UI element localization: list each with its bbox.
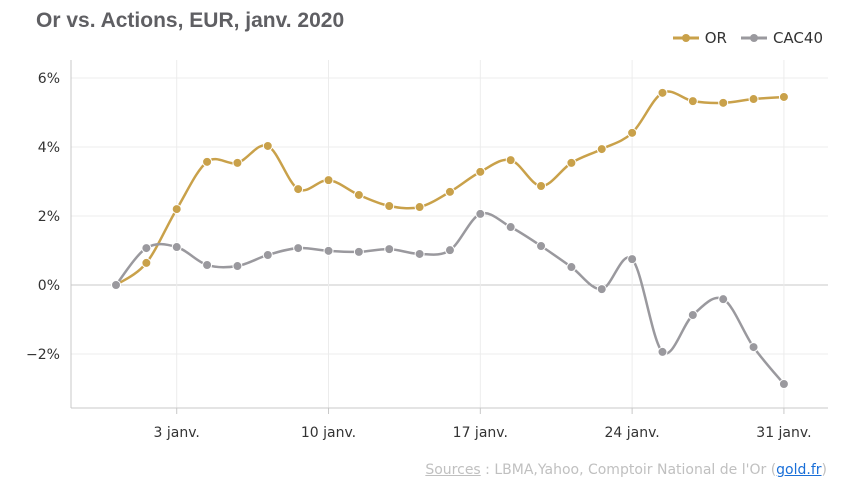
legend-label-cac40: CAC40: [772, 29, 823, 47]
data-point-or: [536, 180, 547, 191]
data-point-cac40: [718, 294, 729, 305]
data-point-or: [323, 175, 334, 186]
data-point-cac40: [323, 245, 334, 256]
data-point-or: [202, 156, 213, 167]
data-point-cac40: [748, 342, 759, 353]
data-point-or: [353, 189, 364, 200]
series-line-cac40: [115, 211, 785, 385]
data-point-or: [384, 200, 395, 211]
x-tick-label: 24 janv.: [604, 425, 659, 441]
data-point-cac40: [141, 243, 152, 254]
source-note: Sources : LBMA,Yahoo, Comptoir National …: [425, 462, 827, 478]
y-tick-label: 2%: [38, 209, 60, 225]
data-point-or: [505, 155, 516, 166]
source-text: : LBMA,Yahoo, Comptoir National de l'Or …: [480, 462, 777, 478]
data-point-cac40: [566, 262, 577, 273]
x-tick-label: 31 janv.: [756, 425, 811, 441]
data-point-cac40: [657, 346, 668, 357]
data-point-cac40: [111, 280, 121, 290]
x-tick-label: 3 janv.: [154, 425, 200, 441]
data-point-cac40: [596, 284, 607, 295]
data-point-cac40: [627, 254, 638, 265]
y-tick-label: −2%: [26, 347, 60, 363]
data-point-cac40: [262, 249, 273, 260]
y-tick-label: 6%: [38, 71, 60, 87]
x-tick-label: 10 janv.: [301, 425, 356, 441]
data-point-cac40: [414, 248, 425, 259]
data-point-cac40: [536, 241, 547, 252]
data-point-or: [141, 257, 152, 268]
source-close: ): [821, 462, 827, 478]
data-point-cac40: [444, 245, 455, 256]
data-point-cac40: [202, 259, 213, 270]
data-point-cac40: [353, 246, 364, 257]
data-point-cac40: [475, 208, 486, 219]
legend-label-or: OR: [704, 29, 727, 47]
data-point-or: [262, 140, 273, 151]
data-point-or: [171, 204, 182, 215]
data-point-or: [687, 96, 698, 107]
chart-title: Or vs. Actions, EUR, janv. 2020: [36, 9, 345, 32]
data-point-or: [748, 94, 759, 105]
data-point-or: [718, 97, 729, 108]
data-point-or: [657, 87, 668, 98]
data-point-or: [444, 186, 455, 197]
data-point-or: [414, 202, 425, 213]
y-tick-label: 4%: [38, 140, 60, 156]
data-point-or: [778, 91, 789, 102]
data-point-cac40: [384, 244, 395, 255]
data-point-or: [293, 184, 304, 195]
data-point-cac40: [505, 222, 516, 233]
legend: OR CAC40: [672, 29, 823, 47]
y-tick-label: 0%: [38, 278, 60, 294]
data-point-or: [475, 166, 486, 177]
data-point-or: [627, 127, 638, 138]
data-point-or: [232, 157, 243, 168]
data-point-or: [596, 144, 607, 155]
source-label[interactable]: Sources: [425, 462, 481, 478]
data-point-cac40: [778, 379, 789, 390]
data-point-cac40: [293, 243, 304, 254]
legend-item-cac40[interactable]: CAC40: [740, 29, 823, 47]
legend-marker-cac40-icon: [740, 34, 767, 42]
data-point-cac40: [232, 261, 243, 272]
legend-marker-or-icon: [672, 34, 699, 42]
x-tick-label: 17 janv.: [453, 425, 508, 441]
data-point-or: [566, 157, 577, 168]
data-point-cac40: [687, 310, 698, 321]
data-point-cac40: [171, 242, 182, 253]
source-link[interactable]: gold.fr: [776, 462, 822, 478]
legend-item-or[interactable]: OR: [672, 29, 727, 47]
